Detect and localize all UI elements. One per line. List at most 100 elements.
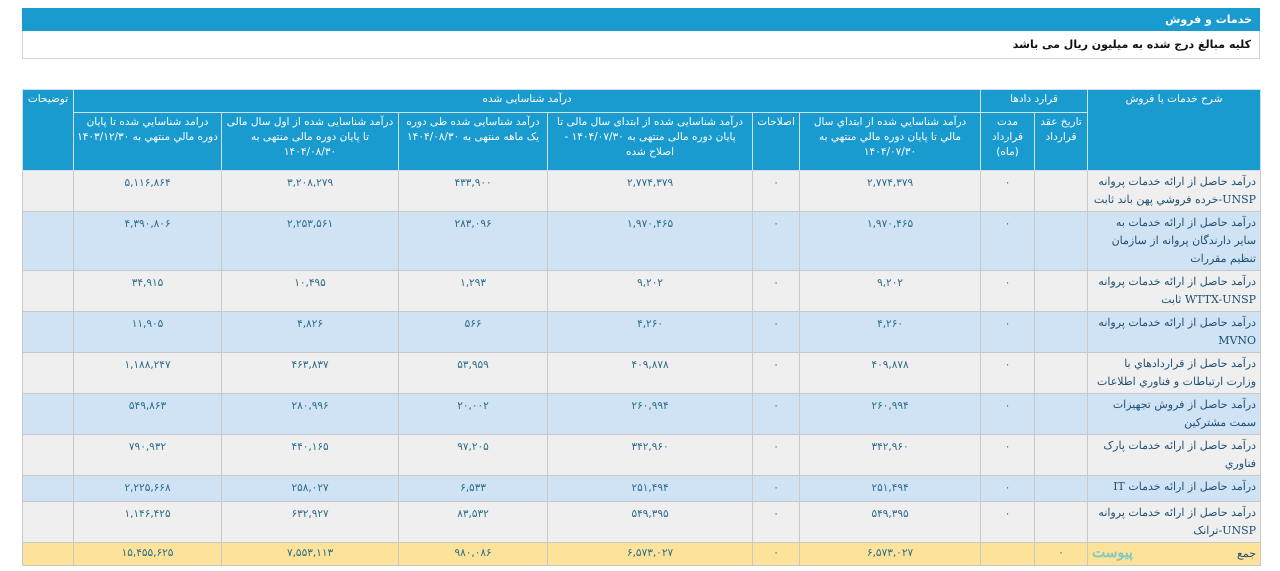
- cell-prev: ۱۵,۴۵۵,۶۲۵: [72, 542, 223, 566]
- cell-duration: ۰: [980, 211, 1036, 271]
- cell-ytd0830: ۴۶۳,۸۳۷: [221, 352, 400, 394]
- cell-text: ۲۵۸,۰۲۷: [291, 482, 329, 494]
- watermark-logo: پیوست: [1092, 545, 1133, 561]
- cell-text: درآمد حاصل از ارائه خدمات IT: [1113, 480, 1257, 493]
- cell-text: ۶,۵۳۳: [460, 482, 486, 494]
- cell-text: ۳۴,۹۱۵: [131, 277, 164, 289]
- table-row: درآمد حاصل از ارائه خدمات پروانه MVNO ۰ ۴,…: [22, 311, 1262, 353]
- cell-text: ۰: [1004, 277, 1011, 289]
- cell-desc: درآمد حاصل از فروش تجهیزات سمت مشترکین: [1087, 393, 1262, 435]
- cell-text: ۴,۲۶۰: [877, 318, 903, 330]
- cell-text: ۳۴۲,۹۶۰: [871, 441, 909, 453]
- cell-duration: ۰: [980, 270, 1036, 312]
- cell-text: درآمد حاصل از ارائه خدمات پارک فناوري: [1103, 439, 1257, 470]
- cell-text: ۵,۱۱۶,۸۶۴: [124, 177, 171, 189]
- section-title: خدمات و فروش: [22, 8, 1260, 31]
- cell-date: [1034, 501, 1089, 543]
- header-adjustments: اصلاحات: [752, 112, 801, 171]
- cell-ytd0830: ۲,۲۵۳,۵۶۱: [221, 211, 400, 271]
- cell-ytd0830: ۴۴۰,۱۶۵: [221, 434, 400, 476]
- cell-text: ۱۰,۴۹۵: [294, 277, 326, 289]
- cell-text: ۰: [773, 508, 779, 520]
- cell-month: ۸۳,۵۳۲: [398, 501, 549, 543]
- header-ytd-adjusted: درآمد شناسایی شده از ابتدای سال مالی تا …: [547, 112, 754, 171]
- cell-text: ۱۵,۴۵۵,۶۲۵: [121, 547, 174, 559]
- cell-text: ۶,۵۷۳,۰۲۷: [626, 547, 674, 559]
- cell-text: ۲۵۱,۴۹۴: [871, 482, 909, 494]
- cell-adj: ۰: [752, 501, 801, 543]
- cell-ytd0730: ۵۴۹,۳۹۵: [799, 501, 982, 543]
- cell-text: ۲,۲۵۳,۵۶۱: [286, 218, 334, 230]
- cell-text: ۴۴۰,۱۶۵: [291, 441, 329, 453]
- table-row: درآمد حاصل از ارائه خدمات به سایر دارندگ…: [22, 211, 1262, 271]
- cell-text: جمع: [1237, 547, 1257, 560]
- cell-text: ۳,۲۰۸,۲۷۹: [286, 177, 334, 189]
- cell-ytd0830: ۳,۲۰۸,۲۷۹: [221, 170, 400, 212]
- cell-text: ۱,۱۸۸,۲۴۷: [124, 359, 171, 371]
- cell-text: ۲۸۳,۰۹۶: [454, 218, 492, 230]
- cell-duration: ۰: [980, 352, 1036, 394]
- cell-text: ۰: [1004, 177, 1011, 189]
- cell-adj: ۰: [752, 434, 801, 476]
- cell-adjusted: ۲۵۱,۴۹۴: [547, 475, 754, 502]
- cell-text: ۲,۷۷۴,۳۷۹: [626, 177, 674, 189]
- table-row: درآمد حاصل از ارائه خدمات IT ۰ ۲۵۱,۴۹۴ ۰ ۲۵۱…: [22, 475, 1262, 502]
- cell-text: ۴۰۹,۸۷۸: [631, 359, 669, 371]
- header-recognized-revenue: درآمد شناسایی شده: [72, 89, 982, 113]
- cell-text: ۵۴۹,۳۹۵: [871, 508, 909, 520]
- cell-date: [1034, 270, 1089, 312]
- cell-month: ۹۸۰,۰۸۶: [398, 542, 549, 566]
- cell-prev: ۲,۲۲۵,۶۶۸: [72, 475, 223, 502]
- cell-text: ۸۳,۵۳۲: [457, 508, 489, 520]
- cell-text: ۰: [773, 277, 779, 289]
- table-row: درآمد حاصل از ارائه خدمات پروانه UNSP-تر…: [22, 501, 1262, 543]
- cell-text: ۱۱,۹۰۵: [131, 318, 164, 330]
- cell-text: ۴۳۳,۹۰۰: [454, 177, 492, 189]
- cell-prev: ۷۹۰,۹۳۲: [72, 434, 223, 476]
- header-contracts: قرارد دادها: [980, 89, 1089, 113]
- cell-text: درآمد حاصل از ارائه خدمات پروانه UNSP-خر…: [1093, 175, 1257, 206]
- cell-ytd0830: ۲۵۸,۰۲۷: [221, 475, 400, 502]
- cell-adj: ۰: [752, 270, 801, 312]
- cell-desc: درآمد حاصل از ارائه خدمات پارک فناوري: [1087, 434, 1262, 476]
- cell-duration: ۰: [980, 170, 1036, 212]
- cell-adj: ۰: [752, 542, 801, 566]
- header-ytd-0830: درآمد شناسایی شده از اول سال مالی تا پای…: [221, 112, 400, 171]
- table-row: درآمد حاصل از ارائه خدمات پروانه WTTX-UN…: [22, 270, 1262, 312]
- cell-date: [1034, 393, 1089, 435]
- cell-date: [1034, 434, 1089, 476]
- cell-text: ۰: [773, 441, 779, 453]
- cell-duration: ۰: [980, 434, 1036, 476]
- cell-prev: ۱,۱۴۶,۴۲۵: [72, 501, 223, 543]
- cell-text: ۷۹۰,۹۳۲: [128, 441, 167, 453]
- cell-text: ۰: [1058, 547, 1064, 559]
- cell-month: ۵۳,۹۵۹: [398, 352, 549, 394]
- cell-ytd0730: ۲۵۱,۴۹۴: [799, 475, 982, 502]
- header-month: درآمد شناسایی شده طی دوره یک ماهه منتهی …: [398, 112, 549, 171]
- cell-text: ۶۳۲,۹۲۷: [291, 508, 329, 520]
- cell-text: ۶,۵۷۳,۰۲۷: [866, 547, 914, 559]
- cell-text: ۵۶۶: [464, 318, 482, 330]
- cell-text: درآمد حاصل از ارائه خدمات پروانه WTTX-UN…: [1098, 275, 1257, 306]
- cell-prev: ۵۴۹,۸۶۳: [72, 393, 223, 435]
- cell-prev: ۱۱,۹۰۵: [72, 311, 223, 353]
- cell-desc: جمع پیوست: [1087, 542, 1262, 566]
- cell-text: ۰: [1004, 218, 1011, 230]
- cell-duration: ۰: [980, 501, 1036, 543]
- cell-text: ۰: [773, 218, 779, 230]
- cell-ytd0830: ۷,۵۵۳,۱۱۳: [221, 542, 400, 566]
- cell-ytd0730: ۲,۷۷۴,۳۷۹: [799, 170, 982, 212]
- cell-text: ۱,۱۴۶,۴۲۵: [124, 508, 171, 520]
- cell-month: ۴۳۳,۹۰۰: [398, 170, 549, 212]
- cell-prev: ۳۴,۹۱۵: [72, 270, 223, 312]
- header-contract-date: تاریخ عقد قرارداد: [1034, 112, 1089, 171]
- cell-text: ۹,۲۰۲: [637, 277, 663, 289]
- cell-text: ۰: [773, 400, 779, 412]
- cell-duration: ۰: [980, 393, 1036, 435]
- cell-text: ۱,۹۷۰,۴۶۵: [866, 218, 914, 230]
- cell-adj: ۰: [752, 352, 801, 394]
- cell-month: ۶,۵۳۳: [398, 475, 549, 502]
- cell-text: ۴,۸۲۶: [297, 318, 323, 330]
- cell-adjusted: ۴,۲۶۰: [547, 311, 754, 353]
- cell-notes: [22, 170, 74, 212]
